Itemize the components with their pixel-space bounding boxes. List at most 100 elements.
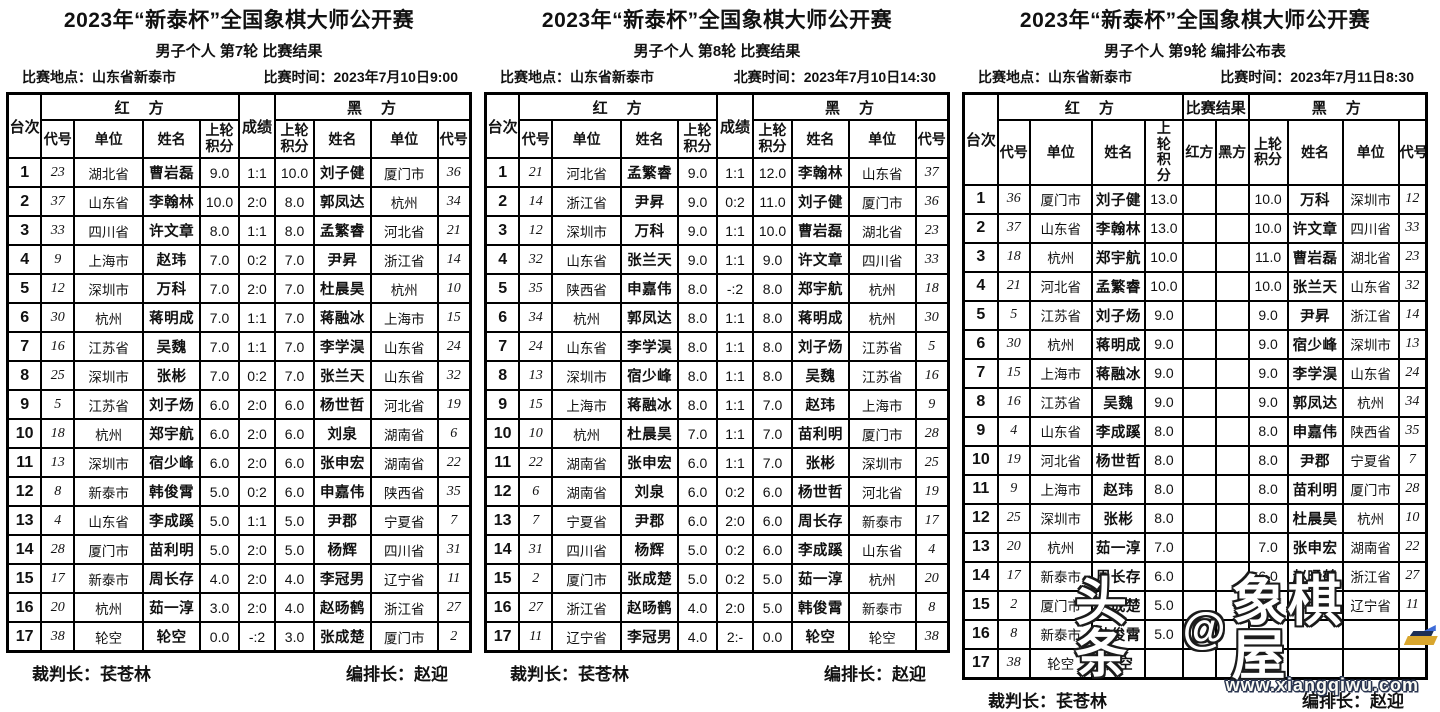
board-number: 11 bbox=[6, 447, 43, 478]
red-name: 张成楚 bbox=[1090, 589, 1146, 621]
black-name: 张申宏 bbox=[312, 447, 372, 478]
black-prev-score: 11.0 bbox=[752, 186, 793, 217]
sheet-footer: 裁判长：苌苍林 编排长：赵迎 bbox=[510, 660, 926, 685]
red-code: 15 bbox=[518, 389, 554, 420]
red-unit: 陕西省 bbox=[551, 273, 623, 304]
table-row: 7 15 上海市 蒋融冰 9.0 9.0 李学淏 山东省 24 bbox=[962, 357, 1428, 389]
sheet-subtitle: 男子个人 第9轮 编排公布表 bbox=[1104, 43, 1286, 60]
black-name: 张兰天 bbox=[1286, 270, 1344, 302]
board-number: 2 bbox=[962, 212, 999, 244]
red-unit: 湖南省 bbox=[551, 447, 623, 478]
result-score: 1:1 bbox=[715, 157, 755, 188]
black-code: 7 bbox=[1397, 444, 1428, 476]
red-code: 38 bbox=[996, 647, 1031, 680]
sheet-footer: 裁判长：苌苍林 编排长：赵迎 bbox=[32, 660, 448, 685]
board-number: 4 bbox=[6, 244, 43, 275]
black-code: 33 bbox=[914, 244, 950, 275]
red-prev-score: 6.0 bbox=[199, 389, 240, 420]
red-code: 22 bbox=[518, 447, 554, 478]
black-name: 郭凤达 bbox=[1286, 386, 1344, 418]
black-unit: 山东省 bbox=[369, 331, 439, 362]
black-code: 14 bbox=[436, 244, 472, 275]
table-row: 9 4 山东省 李成蹊 8.0 8.0 申嘉伟 陕西省 35 bbox=[962, 415, 1428, 447]
black-code: 11 bbox=[1397, 589, 1428, 621]
black-prev-score: 8.0 bbox=[1247, 444, 1289, 476]
result-score: 2:0 bbox=[715, 505, 755, 536]
black-name: 申嘉伟 bbox=[1286, 415, 1344, 447]
board-number: 2 bbox=[6, 186, 43, 217]
red-prev-score: 5.0 bbox=[199, 534, 240, 565]
black-unit: 山东省 bbox=[847, 157, 917, 188]
board-number: 7 bbox=[484, 331, 521, 362]
red-name: 李成蹊 bbox=[1090, 415, 1146, 447]
black-unit: 湖南省 bbox=[369, 447, 439, 478]
black-name: 张申宏 bbox=[1286, 531, 1344, 563]
result-red bbox=[1181, 270, 1217, 302]
black-prev-score: 5.0 bbox=[752, 592, 793, 623]
black-unit: 河北省 bbox=[369, 215, 439, 246]
board-number: 4 bbox=[484, 244, 521, 275]
black-prev-score: 12.0 bbox=[752, 157, 793, 188]
result-score: 2:- bbox=[715, 621, 755, 653]
table-row: 5 12 深圳市 万科 7.0 2:0 7.0 杜晨昊 杭州 10 bbox=[6, 273, 472, 304]
red-name: 吴魏 bbox=[1090, 386, 1146, 418]
red-code: 13 bbox=[518, 360, 554, 391]
black-unit: 厦门市 bbox=[369, 157, 439, 188]
red-name: 刘子炀 bbox=[142, 389, 202, 420]
round7-result-sheet: 2023年“新泰杯”全国象棋大师公开赛 男子个人 第7轮 比赛结果 比赛地点：山… bbox=[6, 0, 472, 712]
black-code: 24 bbox=[1397, 357, 1428, 389]
red-name: 刘子炀 bbox=[1090, 299, 1146, 331]
black-prev-score: 7.0 bbox=[752, 447, 793, 478]
red-name: 周长存 bbox=[1090, 560, 1146, 592]
red-prev-score: 6.0 bbox=[677, 505, 718, 536]
black-unit: 湖北省 bbox=[1341, 241, 1400, 273]
result-black bbox=[1214, 473, 1250, 505]
red-unit: 杭州 bbox=[551, 302, 623, 333]
red-name: 郑宇航 bbox=[1090, 241, 1146, 273]
black-unit: 陕西省 bbox=[369, 476, 439, 507]
red-name: 张申宏 bbox=[620, 447, 680, 478]
result-red bbox=[1181, 618, 1217, 650]
red-unit: 深圳市 bbox=[73, 273, 145, 304]
black-name: 李学淏 bbox=[1286, 357, 1344, 389]
red-prev-score: 10.0 bbox=[1143, 270, 1184, 302]
red-unit: 杭州 bbox=[1028, 241, 1093, 273]
col-header-black-side: 黑 方 bbox=[274, 92, 472, 121]
black-code bbox=[1397, 647, 1428, 680]
red-prev-score: 6.0 bbox=[199, 418, 240, 449]
black-name: 郭凤达 bbox=[312, 186, 372, 217]
black-code: 5 bbox=[914, 331, 950, 362]
black-unit: 深圳市 bbox=[1341, 328, 1400, 360]
black-code: 16 bbox=[914, 360, 950, 391]
black-unit: 湖南省 bbox=[1341, 531, 1400, 563]
red-unit: 河北省 bbox=[1028, 270, 1093, 302]
table-row: 14 17 新泰市 周长存 6.0 6.0 赵旸鹤 浙江省 27 bbox=[962, 560, 1428, 592]
black-unit: 山东省 bbox=[847, 534, 917, 565]
red-unit: 新泰市 bbox=[1028, 560, 1093, 592]
black-prev-score: 8.0 bbox=[1247, 415, 1289, 447]
table-row: 15 2 厦门市 张成楚 5.0 6.0 李冠男 辽宁省 11 bbox=[962, 589, 1428, 621]
col-header-red-side: 红 方 bbox=[40, 92, 240, 121]
red-name: 杨辉 bbox=[620, 534, 680, 565]
black-prev-score: 10.0 bbox=[752, 215, 793, 246]
result-score: 1:1 bbox=[237, 505, 277, 536]
black-name: 李翰林 bbox=[790, 157, 850, 188]
red-prev-score: 9.0 bbox=[677, 215, 718, 246]
result-red bbox=[1181, 473, 1217, 505]
result-red bbox=[1181, 357, 1217, 389]
black-unit: 湖北省 bbox=[847, 215, 917, 246]
table-row: 10 19 河北省 杨世哲 8.0 8.0 尹郡 宁夏省 7 bbox=[962, 444, 1428, 476]
table-row: 9 5 江苏省 刘子炀 6.0 2:0 6.0 杨世哲 河北省 19 bbox=[6, 389, 472, 420]
table-row: 16 27 浙江省 赵旸鹤 4.0 2:0 5.0 韩俊霄 新泰市 8 bbox=[484, 592, 950, 623]
chief-referee: 裁判长：苌苍林 bbox=[510, 665, 629, 684]
red-unit: 浙江省 bbox=[551, 592, 623, 623]
red-code: 5 bbox=[996, 299, 1031, 331]
table-row: 7 24 山东省 李学淏 8.0 1:1 8.0 刘子炀 江苏省 5 bbox=[484, 331, 950, 362]
col-header-black-prev: 上轮积分 bbox=[752, 119, 793, 159]
black-unit: 厦门市 bbox=[847, 418, 917, 449]
red-name: 申嘉伟 bbox=[620, 273, 680, 304]
red-name: 轮空 bbox=[142, 621, 202, 653]
black-prev-score: 10.0 bbox=[1247, 212, 1289, 244]
black-code: 34 bbox=[436, 186, 472, 217]
black-prev-score: 11.0 bbox=[1247, 241, 1289, 273]
